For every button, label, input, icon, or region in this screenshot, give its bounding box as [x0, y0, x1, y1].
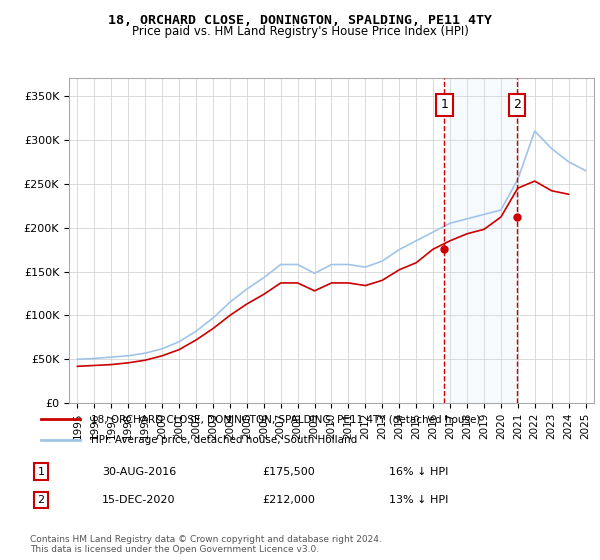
Text: £212,000: £212,000: [262, 495, 315, 505]
Text: Contains HM Land Registry data © Crown copyright and database right 2024.
This d: Contains HM Land Registry data © Crown c…: [30, 535, 382, 554]
Text: £175,500: £175,500: [262, 466, 314, 477]
Text: 1: 1: [38, 466, 44, 477]
Text: 13% ↓ HPI: 13% ↓ HPI: [389, 495, 448, 505]
Text: 30-AUG-2016: 30-AUG-2016: [102, 466, 176, 477]
Bar: [445, 78, 517, 403]
Text: 2: 2: [513, 98, 521, 111]
Text: 16% ↓ HPI: 16% ↓ HPI: [389, 466, 448, 477]
Text: 1: 1: [440, 98, 448, 111]
Text: Price paid vs. HM Land Registry's House Price Index (HPI): Price paid vs. HM Land Registry's House …: [131, 25, 469, 38]
Text: 2: 2: [37, 495, 44, 505]
Text: 15-DEC-2020: 15-DEC-2020: [102, 495, 175, 505]
Text: 18, ORCHARD CLOSE, DONINGTON, SPALDING, PE11 4TY: 18, ORCHARD CLOSE, DONINGTON, SPALDING, …: [108, 14, 492, 27]
Text: HPI: Average price, detached house, South Holland: HPI: Average price, detached house, Sout…: [91, 435, 357, 445]
Text: 18, ORCHARD CLOSE, DONINGTON, SPALDING, PE11 4TY (detached house): 18, ORCHARD CLOSE, DONINGTON, SPALDING, …: [91, 414, 480, 424]
